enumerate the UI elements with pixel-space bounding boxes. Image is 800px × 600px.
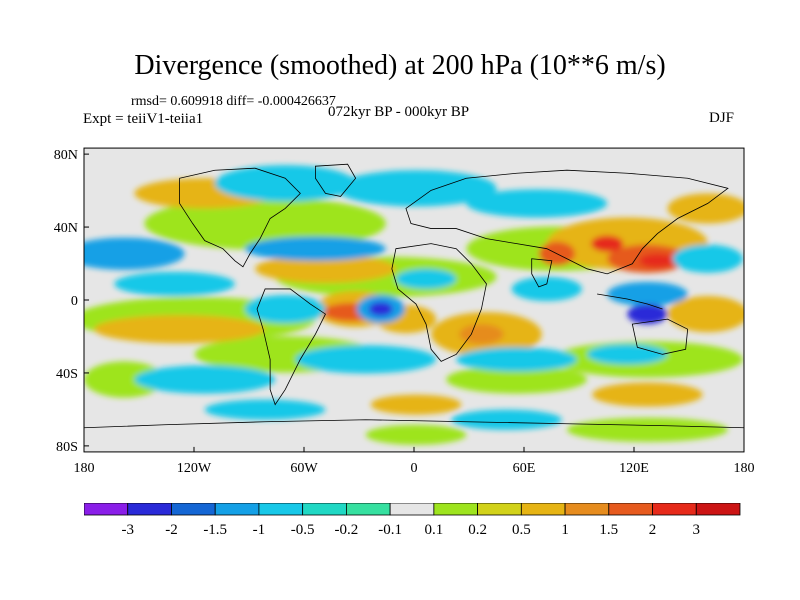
- rmsd-diff-stats: rmsd= 0.609918 diff= -0.000426637: [131, 94, 336, 109]
- x-tick-label: 60W: [290, 460, 318, 476]
- colorbar-box: [127, 503, 172, 516]
- colorbar-label: -1.5: [203, 522, 227, 538]
- colorbar-labels: -3 -2 -1.5 -1 -0.5 -0.2 -0.1 0.1 0.2 0.5 1 1.5 2 3: [121, 522, 700, 538]
- colorbar-label: -0.2: [335, 522, 359, 538]
- colorbar-label: -2: [165, 522, 178, 538]
- colorbar-label: -0.1: [378, 522, 402, 538]
- x-tick-label: 180: [73, 460, 94, 476]
- season-label: DJF: [709, 110, 735, 126]
- x-tick-label: 120W: [177, 460, 212, 476]
- colorbar-label: 1.5: [599, 522, 618, 538]
- y-tick-label: 40N: [54, 220, 78, 236]
- colorbar-box: [608, 503, 653, 516]
- y-tick-label: 0: [71, 293, 78, 309]
- y-tick-label: 80N: [54, 147, 78, 163]
- colorbar-box: [477, 503, 522, 516]
- x-tick-label: 0: [410, 460, 417, 476]
- colorbar-box: [389, 503, 435, 516]
- experiment-label: Expt = teiiV1-teiia1: [83, 111, 204, 127]
- colorbar-box: [171, 503, 216, 516]
- colorbar-label: 2: [649, 522, 657, 538]
- colorbar-box: [302, 503, 347, 516]
- period-label: 072kyr BP - 000kyr BP: [328, 104, 470, 120]
- colorbar-box: [520, 503, 566, 516]
- y-axis-ticks: 80N 40N 0 40S 80S: [54, 147, 90, 455]
- colorbar: -3 -2 -1.5 -1 -0.5 -0.2 -0.1 0.1 0.2 0.5 1 1.5 2 3: [84, 503, 741, 538]
- map-title: Divergence (smoothed) at 200 hPa (10**6 …: [134, 50, 666, 81]
- colorbar-box: [695, 503, 741, 516]
- coastlines: [84, 163, 744, 429]
- y-tick-label: 80S: [56, 439, 78, 455]
- colorbar-box: [84, 503, 129, 516]
- x-tick-label: 60E: [513, 460, 536, 476]
- colorbar-label: -1: [253, 522, 266, 538]
- colorbar-label: 1: [561, 522, 569, 538]
- divergence-map: 180 120W 60W 0 60E 120E 180 80N 40N 0 40S 80S: [54, 147, 755, 476]
- colorbar-box: [345, 503, 391, 516]
- colorbar-label: 0.5: [512, 522, 531, 538]
- field-shading: [84, 165, 744, 445]
- colorbar-box: [433, 503, 479, 516]
- colorbar-box: [564, 503, 610, 516]
- colorbar-box: [652, 503, 697, 516]
- x-tick-label: 180: [733, 460, 754, 476]
- colorbar-box: [258, 503, 304, 516]
- colorbar-label: 3: [693, 522, 701, 538]
- colorbar-label: -3: [121, 522, 134, 538]
- colorbar-box: [214, 503, 260, 516]
- colorbar-label: -0.5: [291, 522, 315, 538]
- colorbar-label: 0.2: [468, 522, 487, 538]
- colorbar-label: 0.1: [424, 522, 443, 538]
- y-tick-label: 40S: [56, 366, 78, 382]
- colorbar-boxes: [84, 503, 741, 516]
- x-tick-label: 120E: [619, 460, 649, 476]
- x-axis-ticks: 180 120W 60W 0 60E 120E 180: [73, 446, 755, 476]
